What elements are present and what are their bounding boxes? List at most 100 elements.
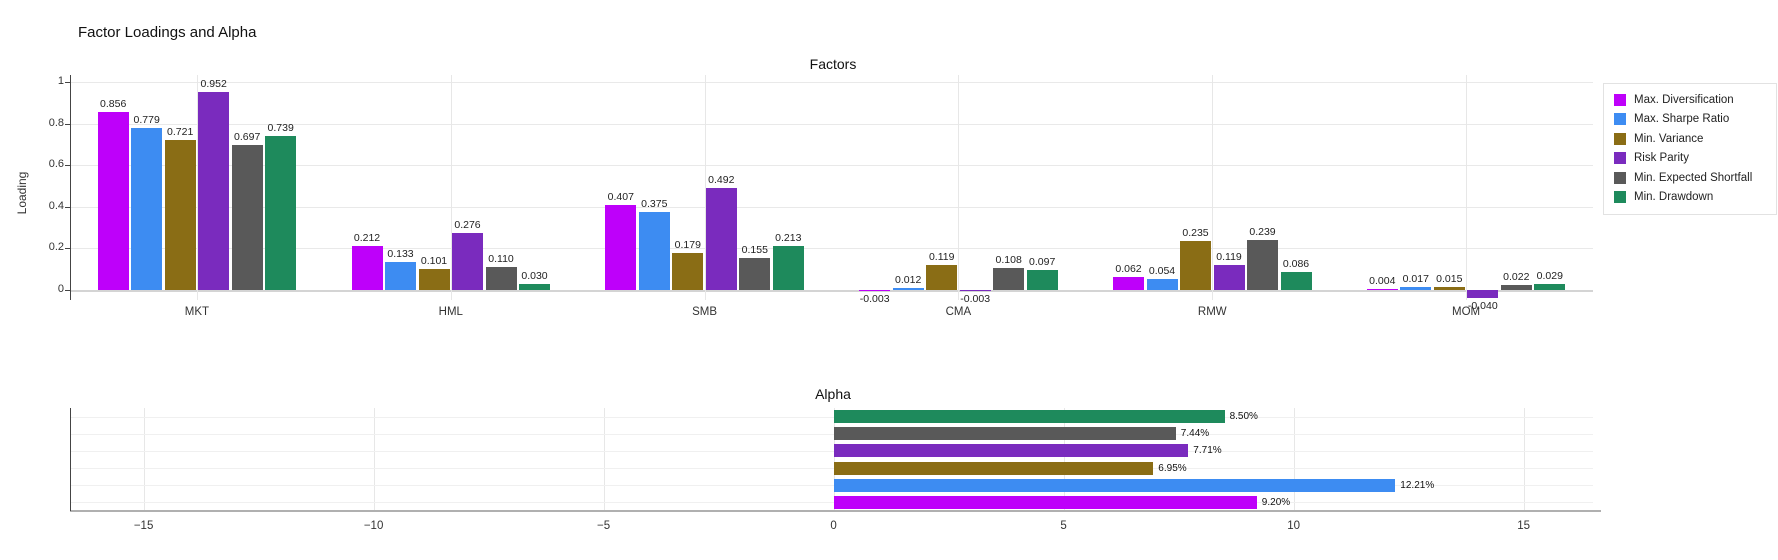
factor-bar[interactable] [1146, 278, 1178, 290]
y-tick-mark [65, 123, 70, 125]
factor-bar[interactable] [1400, 286, 1432, 290]
legend-item[interactable]: Risk Parity [1610, 149, 1768, 169]
factor-bar[interactable] [485, 267, 517, 290]
alpha-bar-value: 9.20% [1261, 496, 1291, 508]
factor-bar[interactable] [231, 145, 263, 290]
factor-bar[interactable] [993, 267, 1025, 290]
zero-line [70, 290, 1593, 292]
y-tick-mark [65, 206, 70, 208]
y-tick-mark [65, 165, 70, 167]
alpha-bar-value: 6.95% [1158, 462, 1187, 474]
factor-bar[interactable] [1467, 290, 1499, 299]
legend-item[interactable]: Max. Sharpe Ratio [1610, 110, 1768, 130]
category-label-smb: SMB [692, 306, 718, 318]
legend-item[interactable]: Max. Diversification [1610, 90, 1768, 110]
factor-bar-value: 0.952 [200, 78, 227, 90]
category-label-cma: CMA [945, 306, 972, 318]
factor-bar-value: 0.407 [607, 191, 634, 204]
y-gridline [70, 416, 1593, 418]
factor-bar[interactable] [1433, 286, 1465, 290]
factor-bar[interactable] [1366, 289, 1398, 290]
factor-bar[interactable] [1280, 272, 1312, 290]
y-axis-line [70, 408, 71, 511]
alpha-bar[interactable] [833, 495, 1257, 509]
factor-bar[interactable] [1180, 241, 1211, 290]
x-gridline [373, 408, 375, 511]
alpha-plot-area: −15 −10 −5 0 5 10 15 8.50% 7.44% 7.71% 6.95% 12.21%… [70, 408, 1601, 532]
y-gridline [70, 433, 1593, 435]
category-label-mom: MOM [1452, 306, 1481, 318]
factor-bar[interactable] [739, 257, 771, 290]
factor-bar-value: 0.721 [167, 126, 194, 138]
alpha-bar[interactable] [833, 478, 1396, 492]
alpha-bar[interactable] [833, 427, 1176, 441]
x-gridline [1063, 408, 1065, 511]
factor-bar-value: 0.101 [420, 255, 448, 267]
factor-bar[interactable] [1026, 269, 1058, 290]
factor-bar-value: 0.012 [895, 273, 922, 286]
alpha-bar[interactable] [833, 410, 1225, 424]
factor-bar[interactable] [772, 245, 804, 290]
legend-swatch-icon [1614, 152, 1626, 165]
legend-swatch-icon [1614, 171, 1626, 184]
legend-item[interactable]: Min. Expected Shortfall [1610, 168, 1768, 188]
alpha-bar-value: 12.21% [1400, 479, 1435, 491]
factor-bar[interactable] [97, 112, 129, 290]
y-tick-label: 0.8 [48, 116, 64, 129]
x-gridline [1293, 408, 1295, 511]
factor-bar-value: 0.022 [1503, 271, 1530, 284]
legend-item[interactable]: Min. Variance [1610, 129, 1768, 149]
factor-bar[interactable] [638, 212, 670, 290]
factors-y-axis-label: Loading [15, 171, 29, 215]
factor-bar[interactable] [605, 205, 637, 290]
legend-item[interactable]: Min. Drawdown [1610, 188, 1768, 208]
alpha-bar[interactable] [833, 444, 1189, 458]
factor-bar[interactable] [1534, 284, 1566, 290]
factor-bar[interactable] [859, 290, 891, 291]
alpha-bar-value: 8.50% [1229, 411, 1258, 423]
factor-bar[interactable] [164, 140, 196, 290]
x-tick-label: 15 [1517, 520, 1530, 532]
y-gridline [70, 123, 1593, 125]
y-gridline [70, 82, 1593, 83]
factor-bar-value: 0.179 [674, 238, 701, 251]
factor-bar[interactable] [1113, 277, 1144, 290]
y-tick-mark [65, 82, 70, 83]
factor-bar[interactable] [131, 128, 163, 290]
legend-label: Max. Diversification [1634, 93, 1734, 106]
factor-bar[interactable] [265, 136, 297, 290]
factor-bar-value: 0.235 [1182, 227, 1209, 240]
legend-swatch-icon [1614, 93, 1626, 106]
x-tick-label: 10 [1287, 520, 1300, 532]
factor-bar[interactable] [1247, 240, 1278, 290]
factor-bar[interactable] [418, 269, 450, 290]
legend-label: Max. Sharpe Ratio [1634, 113, 1730, 126]
x-tick-label: −15 [133, 520, 154, 532]
factor-bar[interactable] [959, 290, 991, 291]
factor-bar[interactable] [198, 92, 230, 290]
factor-bar-value: 0.779 [133, 114, 160, 126]
factor-bar[interactable] [452, 232, 483, 290]
x-gridline [1466, 75, 1468, 300]
factor-bar[interactable] [385, 262, 416, 290]
factor-bar-value: 0.054 [1148, 264, 1176, 277]
factor-bar[interactable] [892, 287, 924, 290]
legend-swatch-icon [1614, 191, 1626, 204]
x-gridline [143, 408, 145, 511]
factor-bar-value: 0.004 [1369, 275, 1396, 287]
factor-bar[interactable] [1213, 265, 1245, 290]
factor-bar[interactable] [672, 252, 704, 290]
factor-bar[interactable] [705, 187, 737, 290]
factor-bar-value: 0.062 [1115, 263, 1142, 276]
factor-bar[interactable] [351, 245, 383, 290]
factor-bar-value: -0.040 [1467, 300, 1498, 313]
factor-bar[interactable] [519, 283, 550, 290]
alpha-bar-value: 7.44% [1180, 428, 1210, 440]
factor-bar-value: 0.492 [708, 173, 735, 186]
factor-bar-value: 0.239 [1249, 226, 1276, 239]
factor-bar[interactable] [926, 265, 958, 290]
factor-bar[interactable] [1500, 285, 1532, 290]
factor-bar-value: 0.119 [928, 251, 955, 264]
factor-bar-value: 0.030 [521, 269, 548, 282]
alpha-bar[interactable] [833, 461, 1154, 475]
